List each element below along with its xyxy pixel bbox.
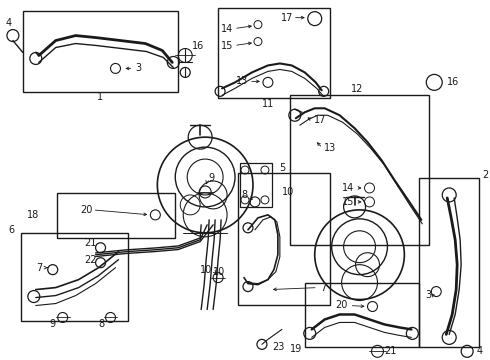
- Text: 9: 9: [208, 173, 214, 183]
- Text: 22: 22: [84, 255, 97, 265]
- Text: 13: 13: [236, 76, 248, 86]
- Bar: [57, 193, 175, 238]
- Text: 23: 23: [272, 342, 284, 352]
- Text: 21: 21: [84, 238, 97, 248]
- Text: 14: 14: [221, 24, 233, 33]
- Text: 8: 8: [98, 319, 104, 329]
- Text: 15: 15: [220, 41, 233, 50]
- Text: 20: 20: [335, 300, 347, 310]
- Text: 7: 7: [37, 263, 43, 273]
- Text: 20: 20: [81, 205, 93, 215]
- Text: 3: 3: [135, 63, 142, 73]
- Text: 14: 14: [343, 183, 355, 193]
- Bar: [419, 178, 479, 347]
- Text: 13: 13: [324, 143, 336, 153]
- Bar: [238, 173, 330, 305]
- Bar: [218, 8, 330, 98]
- Text: 5: 5: [279, 163, 285, 173]
- Text: 2: 2: [482, 170, 489, 180]
- Text: 1: 1: [97, 92, 102, 102]
- Text: 16: 16: [447, 77, 460, 87]
- Text: 19: 19: [290, 345, 302, 354]
- Text: 10: 10: [282, 187, 294, 197]
- Text: 21: 21: [385, 346, 397, 356]
- Text: 4: 4: [476, 346, 482, 356]
- Text: 6: 6: [9, 225, 15, 235]
- Text: 10: 10: [200, 265, 212, 275]
- Text: 7: 7: [319, 283, 326, 293]
- Text: 11: 11: [262, 99, 274, 109]
- Text: 15: 15: [342, 197, 355, 207]
- Text: 17: 17: [281, 13, 294, 23]
- Text: 18: 18: [26, 210, 39, 220]
- Text: 4: 4: [6, 18, 12, 28]
- Text: 17: 17: [314, 115, 326, 125]
- Bar: [240, 163, 272, 207]
- Bar: [290, 95, 429, 245]
- Text: 16: 16: [192, 41, 204, 50]
- Text: 3: 3: [425, 289, 431, 300]
- Text: 12: 12: [351, 84, 364, 94]
- Text: 8: 8: [242, 190, 248, 200]
- Bar: [305, 283, 419, 347]
- Text: 10: 10: [213, 267, 225, 276]
- Text: 9: 9: [49, 319, 56, 329]
- Bar: [21, 233, 128, 321]
- Bar: [23, 11, 178, 92]
